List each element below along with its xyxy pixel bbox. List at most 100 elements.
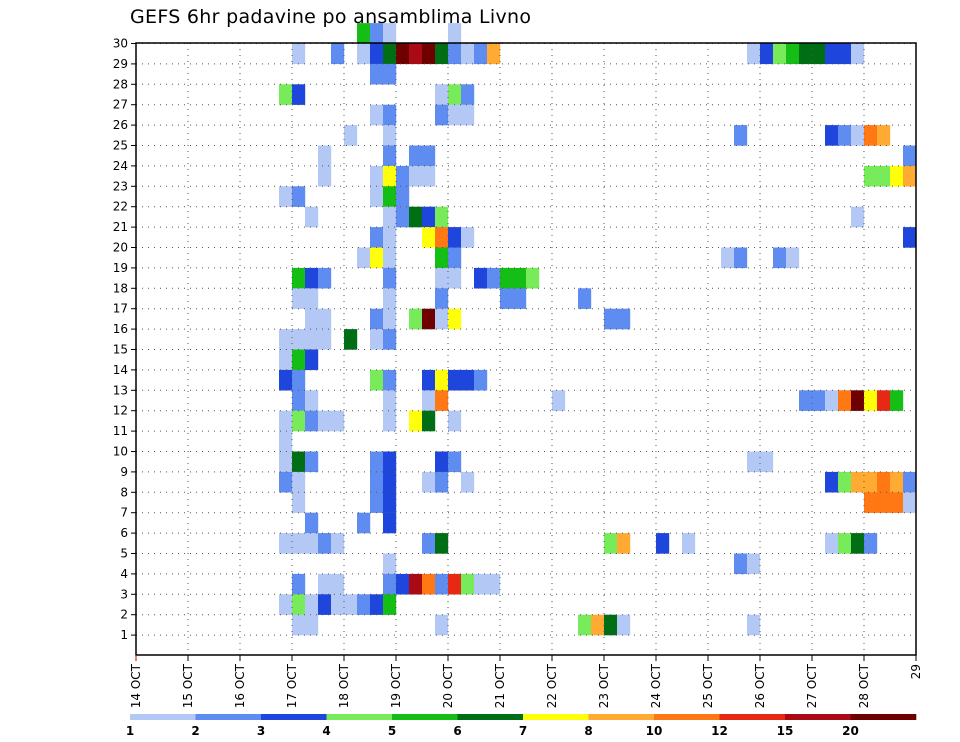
- heatmap-cell: [903, 165, 917, 187]
- heatmap-cell: [903, 492, 917, 513]
- chart-title: GEFS 6hr padavine po ansamblima Livno: [130, 6, 532, 28]
- heatmap-cell: [448, 308, 462, 330]
- heatmap-cell: [864, 533, 878, 554]
- y-tick-label: 11: [113, 424, 128, 438]
- heatmap-cell: [357, 247, 371, 269]
- heatmap-cell: [864, 471, 878, 493]
- heatmap-cell: [370, 227, 384, 248]
- colorbar-label: 2: [191, 724, 199, 738]
- heatmap-cell: [760, 43, 774, 65]
- heatmap-cell: [279, 369, 293, 391]
- heatmap-cell: [357, 43, 371, 65]
- x-tick-label: 25 OCT: [701, 663, 715, 708]
- heatmap-cell: [383, 308, 397, 330]
- y-tick-label: 30: [113, 37, 128, 51]
- heatmap-cell: [357, 594, 371, 615]
- heatmap-cell: [864, 125, 878, 146]
- heatmap-cell: [279, 533, 293, 554]
- y-tick-label: 27: [113, 98, 128, 112]
- ticks-layer: [131, 43, 917, 661]
- y-tick-label: 7: [120, 506, 128, 520]
- heatmap-cell: [318, 410, 332, 432]
- heatmap-cell: [721, 247, 735, 269]
- x-tick-label: 27 OCT: [805, 663, 819, 708]
- heatmap-cell: [383, 369, 397, 391]
- heatmap-cell: [487, 573, 501, 595]
- x-tick-label: 21 OCT: [493, 663, 507, 708]
- heatmap-cell: [422, 308, 436, 330]
- heatmap-cell: [877, 492, 891, 513]
- heatmap-cell: [305, 267, 319, 289]
- heatmap-cell: [422, 206, 436, 228]
- heatmap-cell: [422, 43, 436, 65]
- heatmap-cell: [383, 104, 397, 126]
- heatmap-cell: [838, 471, 852, 493]
- heatmap-cell: [448, 410, 462, 432]
- heatmap-cell: [864, 492, 878, 513]
- heatmap-cell: [435, 369, 449, 391]
- heatmap-cell: [851, 43, 865, 65]
- heatmap-cell: [435, 288, 449, 309]
- heatmap-cell: [760, 451, 774, 473]
- heatmap-cell: [305, 206, 319, 228]
- y-tick-label: 9: [120, 465, 128, 479]
- colorbar-label: 7: [519, 724, 527, 738]
- heatmap-cell: [448, 84, 462, 105]
- heatmap-cell: [864, 165, 878, 187]
- colorbar-swatch: [523, 714, 589, 720]
- heatmap-cell: [305, 594, 319, 615]
- heatmap-cell: [838, 533, 852, 554]
- heatmap-cell: [812, 390, 826, 411]
- heatmap-cell: [305, 308, 319, 330]
- grid-layer: [136, 43, 916, 655]
- heatmap-cell: [318, 329, 332, 350]
- heatmap-cell: [318, 145, 332, 167]
- heatmap-cell: [864, 390, 878, 411]
- heatmap-cell: [292, 390, 306, 411]
- heatmap-cell: [903, 227, 917, 248]
- heatmap-cell: [825, 471, 839, 493]
- colorbar-label: 20: [842, 724, 859, 738]
- heatmap-cell: [877, 471, 891, 493]
- heatmap-cell: [318, 267, 332, 289]
- x-tick-label: 16 OCT: [233, 663, 247, 708]
- heatmap-cell: [903, 145, 917, 167]
- heatmap-cell: [422, 227, 436, 248]
- colorbar-swatch: [785, 714, 851, 720]
- heatmap-cell: [435, 390, 449, 411]
- y-tick-label: 8: [120, 485, 128, 499]
- heatmap-cell: [734, 125, 748, 146]
- heatmap-cell: [747, 553, 761, 575]
- heatmap-cell: [461, 369, 475, 391]
- heatmap-cell: [773, 43, 787, 65]
- heatmap-cell: [448, 267, 462, 289]
- heatmap-cell: [578, 288, 592, 309]
- colorbar-swatch: [195, 714, 262, 720]
- heatmap-cell: [435, 308, 449, 330]
- heatmap-cell: [279, 431, 293, 452]
- colorbar-label: 10: [646, 724, 663, 738]
- x-tick-label: 23 OCT: [597, 663, 611, 708]
- heatmap-cell: [435, 614, 449, 636]
- heatmap-cell: [474, 573, 488, 595]
- x-tick-label: 19 OCT: [389, 663, 403, 708]
- colorbar-swatch: [719, 714, 786, 720]
- colorbar-swatch: [130, 714, 196, 720]
- x-tick-label: 29: [909, 664, 923, 679]
- heatmap-cell: [448, 247, 462, 269]
- heatmap-cell: [825, 125, 839, 146]
- heatmap-cell: [435, 43, 449, 65]
- heatmap-cell: [305, 451, 319, 473]
- heatmap-cell: [318, 165, 332, 187]
- colorbar-label: 4: [322, 724, 330, 738]
- heatmap-cell: [604, 614, 618, 636]
- heatmap-cell: [279, 186, 293, 207]
- y-tick-labels: 1234567891011121314151617181920212223242…: [113, 37, 128, 643]
- heatmap-cell: [292, 349, 306, 371]
- heatmap-cell: [331, 573, 345, 595]
- heatmap-cell: [370, 308, 384, 330]
- colorbar-label: 12: [711, 724, 728, 738]
- heatmap-cell: [435, 84, 449, 105]
- colorbar-swatch: [326, 714, 393, 720]
- y-tick-label: 15: [113, 343, 128, 357]
